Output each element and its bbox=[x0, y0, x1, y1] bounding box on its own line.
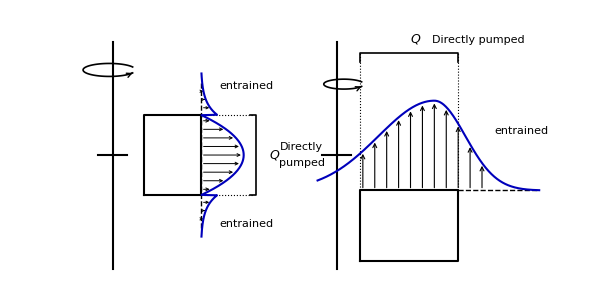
Text: Directly pumped: Directly pumped bbox=[432, 35, 525, 45]
Text: entrained: entrained bbox=[220, 219, 274, 229]
Text: Q: Q bbox=[410, 32, 420, 45]
Text: pumped: pumped bbox=[279, 158, 325, 168]
Text: entrained: entrained bbox=[494, 126, 548, 136]
Text: entrained: entrained bbox=[220, 81, 274, 91]
Text: Q: Q bbox=[270, 149, 280, 161]
Text: Directly: Directly bbox=[279, 142, 322, 152]
